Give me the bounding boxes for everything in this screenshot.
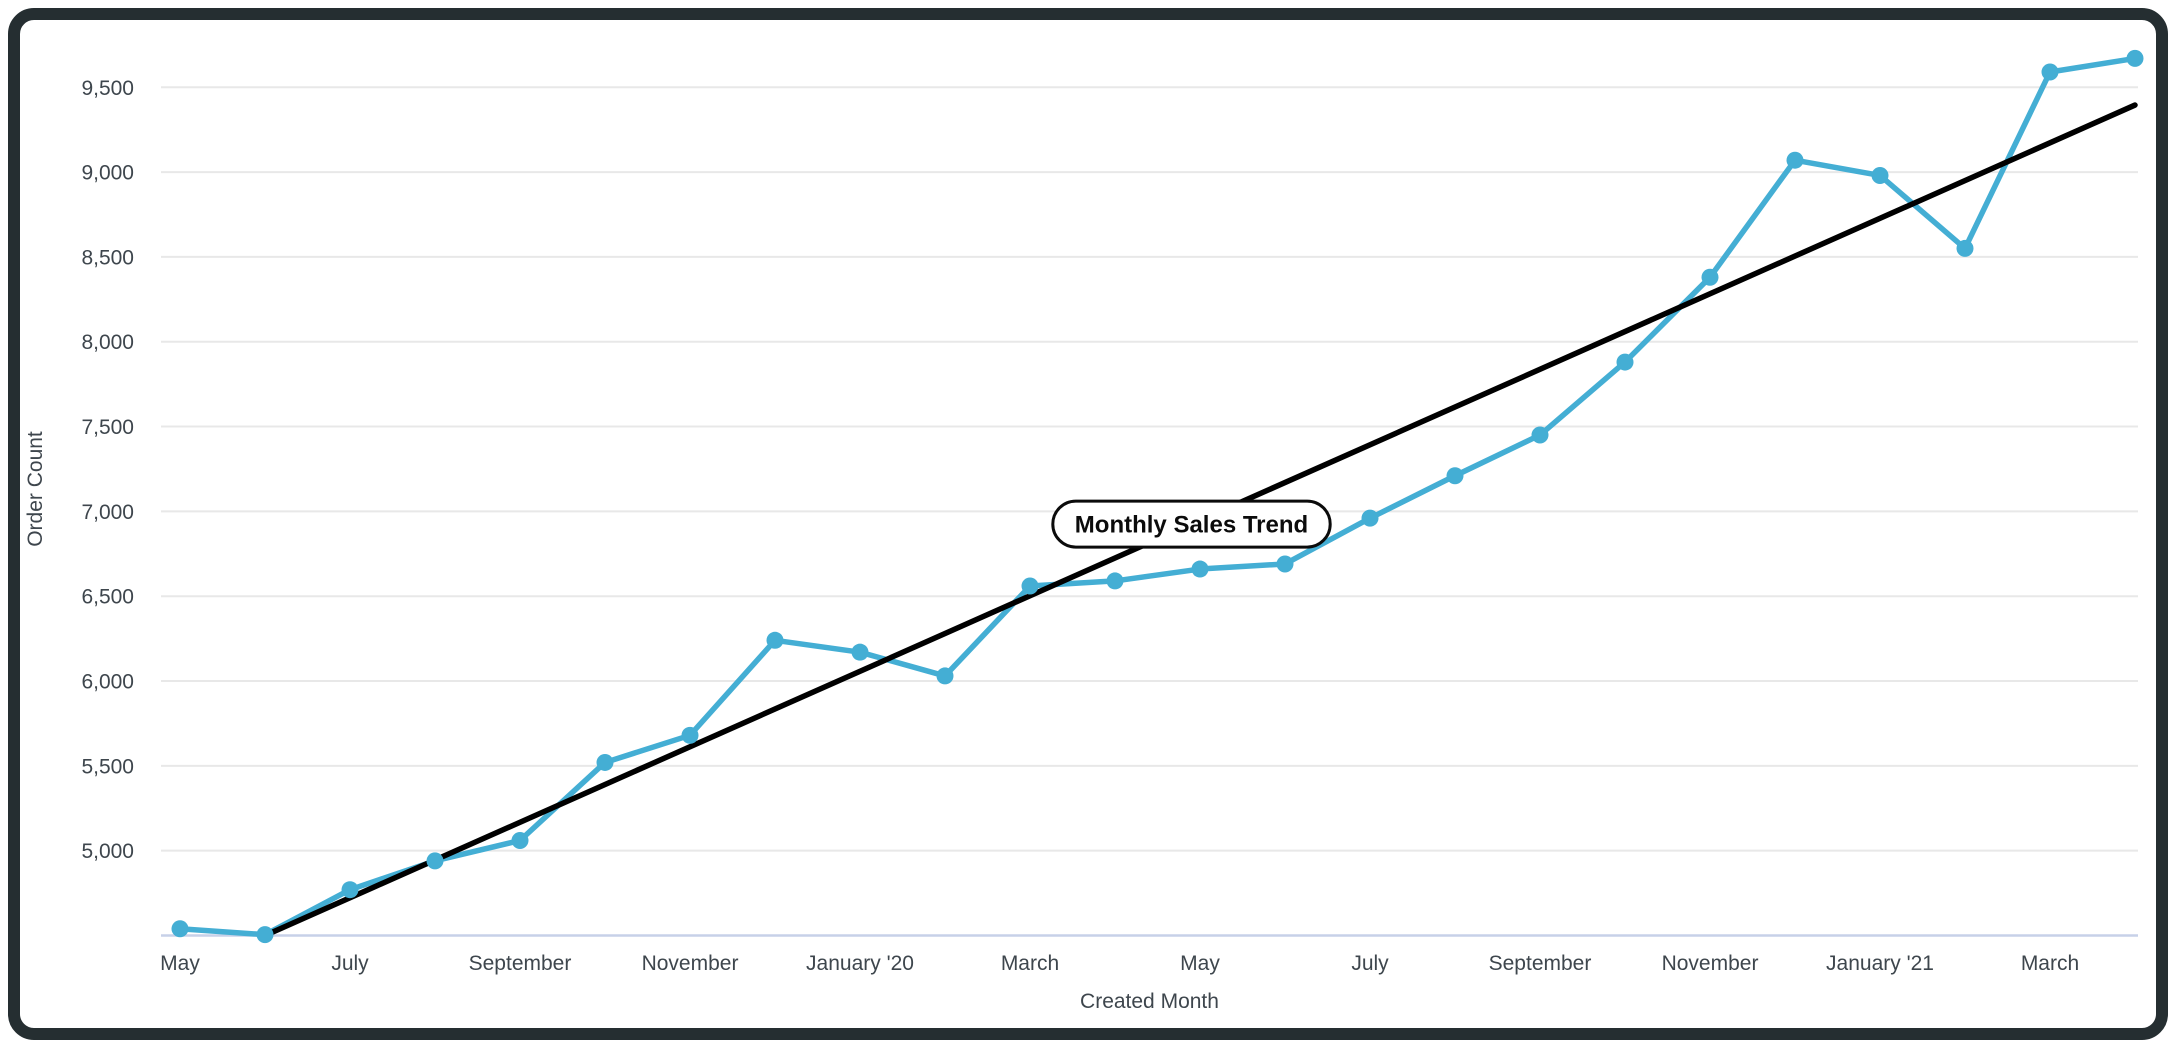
data-point-marker[interactable] bbox=[1616, 353, 1634, 371]
data-point-marker[interactable] bbox=[1701, 268, 1719, 286]
data-point-marker[interactable] bbox=[341, 881, 359, 899]
data-point-marker[interactable] bbox=[1361, 509, 1379, 527]
x-tick-label: March bbox=[2021, 952, 2079, 975]
x-axis-tick-labels: May July September November January '20 March… bbox=[160, 952, 2079, 975]
data-point-marker[interactable] bbox=[936, 667, 954, 685]
data-point-markers bbox=[171, 49, 2144, 944]
data-point-marker[interactable] bbox=[426, 852, 444, 870]
data-point-marker[interactable] bbox=[511, 831, 529, 849]
data-point-marker[interactable] bbox=[171, 920, 189, 938]
x-tick-label: July bbox=[331, 952, 369, 975]
annotation-pill-background bbox=[1051, 499, 1332, 549]
data-point-marker[interactable] bbox=[1191, 560, 1209, 578]
x-tick-label: May bbox=[160, 952, 200, 975]
y-tick-label: 6,500 bbox=[81, 586, 134, 609]
data-point-marker[interactable] bbox=[681, 726, 699, 744]
order-count-line bbox=[177, 55, 2138, 938]
data-point-marker[interactable] bbox=[1276, 555, 1294, 573]
data-point-marker[interactable] bbox=[1786, 151, 1804, 169]
x-tick-label: November bbox=[642, 952, 739, 975]
y-tick-label: 5,500 bbox=[81, 755, 134, 778]
y-tick-label: 5,000 bbox=[81, 840, 134, 863]
x-tick-label: November bbox=[1662, 952, 1759, 975]
data-point-marker[interactable] bbox=[851, 643, 869, 661]
y-tick-label: 7,000 bbox=[81, 501, 134, 524]
x-axis-title: Created Month bbox=[1080, 990, 1219, 1013]
data-point-marker[interactable] bbox=[2041, 63, 2059, 81]
x-tick-label: January '21 bbox=[1826, 952, 1934, 975]
y-tick-label: 7,500 bbox=[81, 416, 134, 439]
x-tick-label: September bbox=[469, 952, 572, 975]
data-point-marker[interactable] bbox=[256, 926, 274, 944]
data-point-marker[interactable] bbox=[596, 753, 614, 771]
x-tick-label: January '20 bbox=[806, 952, 914, 975]
x-tick-label: September bbox=[1489, 952, 1592, 975]
y-tick-label: 9,000 bbox=[81, 162, 134, 185]
y-tick-label: 6,000 bbox=[81, 671, 134, 694]
data-point-marker[interactable] bbox=[2126, 49, 2144, 67]
data-point-marker[interactable] bbox=[1021, 577, 1039, 595]
y-axis-title: Order Count bbox=[24, 431, 47, 547]
y-tick-label: 9,500 bbox=[81, 77, 134, 100]
annotation-pill-label: Monthly Sales Trend bbox=[1075, 512, 1308, 539]
gridlines bbox=[161, 86, 2138, 852]
data-point-marker[interactable] bbox=[1871, 166, 1889, 184]
x-tick-label: March bbox=[1001, 952, 1059, 975]
y-tick-label: 8,000 bbox=[81, 331, 134, 354]
x-tick-label: July bbox=[1351, 952, 1389, 975]
data-point-marker[interactable] bbox=[766, 631, 784, 649]
data-point-marker[interactable] bbox=[1106, 572, 1124, 590]
data-point-marker[interactable] bbox=[1446, 467, 1464, 485]
data-point-marker[interactable] bbox=[1531, 426, 1549, 444]
y-axis-tick-labels: 5,000 5,500 6,000 6,500 7,000 7,500 8,000 8,500… bbox=[81, 77, 134, 863]
annotation-pill: Monthly Sales Trend bbox=[1051, 499, 1332, 549]
y-tick-label: 8,500 bbox=[81, 246, 134, 269]
data-point-marker[interactable] bbox=[1956, 239, 1974, 257]
x-tick-label: May bbox=[1180, 952, 1220, 975]
